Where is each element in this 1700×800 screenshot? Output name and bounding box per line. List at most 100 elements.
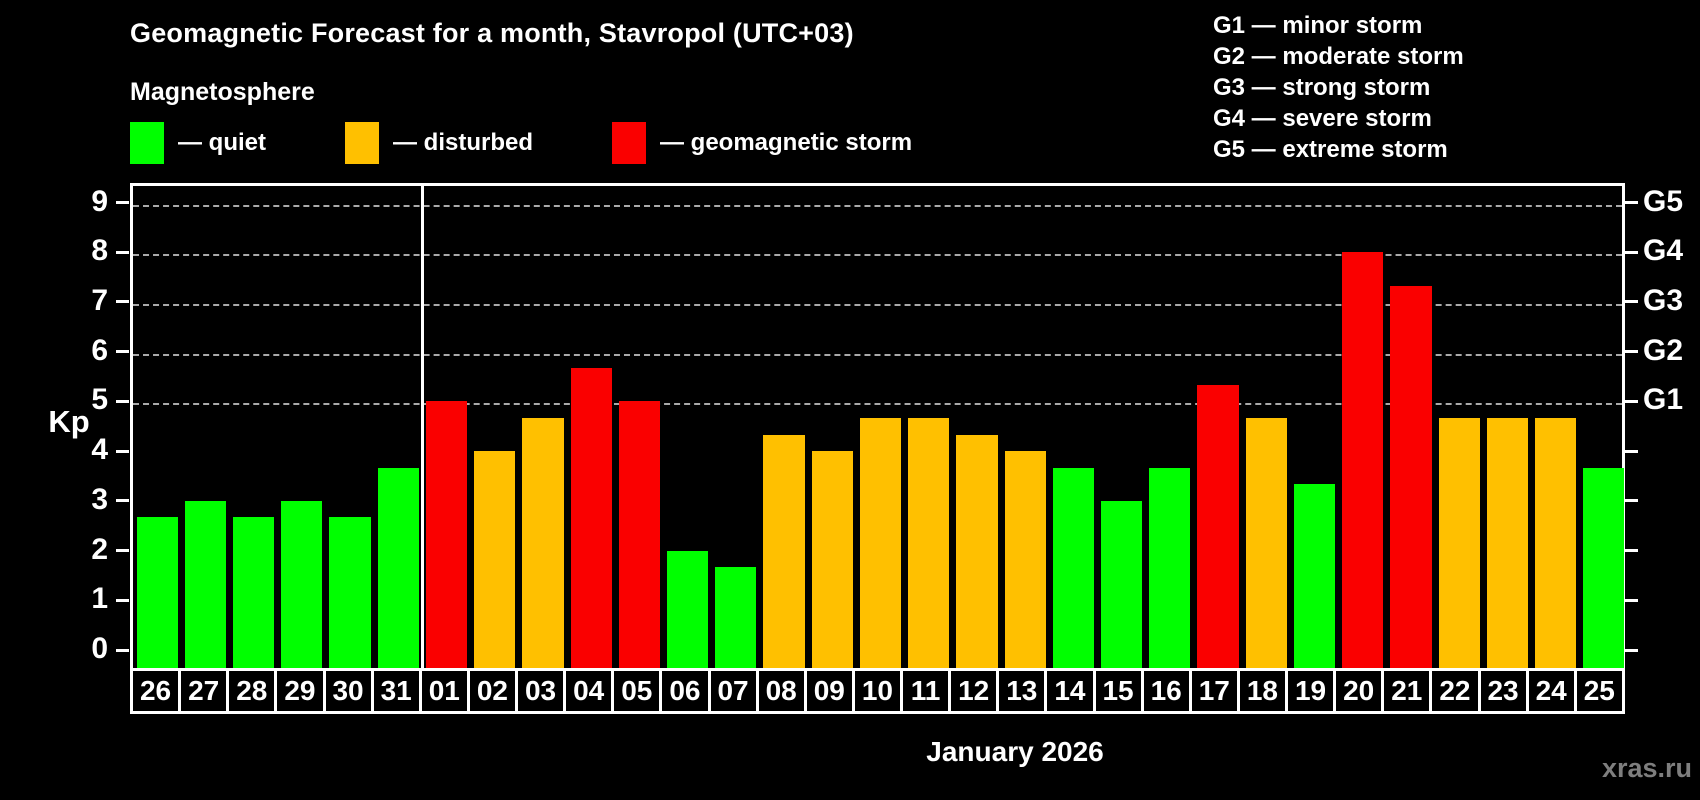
day-label-19: 19: [1285, 668, 1337, 714]
y-tick: [116, 300, 129, 304]
kp-bar-day-24: [1535, 417, 1577, 668]
g1-legend-line: G1 — minor storm: [1213, 12, 1423, 39]
gridline-kp9: [133, 204, 1622, 207]
x-axis-title: January 2026: [926, 736, 1104, 767]
legend-label: — geomagnetic storm: [660, 129, 913, 156]
y-tick-label: 7: [91, 283, 108, 317]
day-label-16: 16: [1140, 668, 1192, 714]
legend-label: — quiet: [178, 129, 266, 156]
quiet-color-swatch: [130, 122, 164, 164]
day-label-27: 27: [178, 668, 230, 714]
gridline-kp5: [133, 403, 1622, 406]
kp-bar-day-18: [1245, 417, 1287, 668]
y-tick-label: 4: [91, 433, 108, 467]
kp-bar-day-25: [1583, 467, 1625, 668]
day-label-30: 30: [322, 668, 374, 714]
x-axis-day-labels: 26 27 28 29 30 31 01 02 03 04 05 06 07 08 09 10 11 12 13 14…: [130, 668, 1625, 714]
day-label-02: 02: [466, 668, 518, 714]
right-tick: [1625, 350, 1638, 354]
y-tick-label: 5: [91, 383, 108, 417]
day-label-22: 22: [1429, 668, 1481, 714]
kp-bar-day-17: [1197, 385, 1239, 668]
legend-item-storm: — geomagnetic storm: [612, 122, 912, 164]
right-tick: [1625, 549, 1638, 553]
day-label-08: 08: [755, 668, 807, 714]
g3-legend-line: G3 — strong storm: [1213, 74, 1431, 101]
day-label-06: 06: [659, 668, 711, 714]
kp-bar-day-23: [1486, 417, 1529, 668]
day-label-25: 25: [1573, 668, 1625, 714]
kp-bar-day-28: [232, 517, 275, 668]
kp-bar-day-07: [715, 566, 757, 668]
g-level-label-g2: G2: [1643, 333, 1684, 367]
y-tick-label: 2: [91, 532, 108, 566]
kp-bar-day-09: [811, 451, 853, 668]
day-label-17: 17: [1188, 668, 1240, 714]
day-label-20: 20: [1333, 668, 1385, 714]
disturbed-color-swatch: [345, 122, 379, 164]
day-label-11: 11: [900, 668, 952, 714]
kp-bar-day-22: [1438, 417, 1480, 668]
day-label-21: 21: [1381, 668, 1433, 714]
kp-bar-day-29: [281, 500, 323, 668]
g4-legend-line: G4 — severe storm: [1213, 105, 1432, 132]
day-label-31: 31: [370, 668, 422, 714]
day-label-18: 18: [1236, 668, 1288, 714]
chart-title: Geomagnetic Forecast for a month, Stavro…: [130, 18, 854, 48]
y-tick-label: 8: [91, 234, 108, 268]
plot-area: [130, 183, 1625, 668]
legend-item-disturbed: — disturbed: [345, 122, 533, 164]
right-tick: [1625, 399, 1638, 403]
legend-label: — disturbed: [393, 129, 534, 156]
kp-bar-day-30: [329, 517, 371, 668]
right-tick: [1625, 598, 1638, 602]
kp-bar-day-15: [1101, 500, 1143, 668]
day-label-15: 15: [1092, 668, 1144, 714]
kp-bar-day-08: [763, 434, 805, 668]
y-tick: [116, 399, 129, 403]
day-label-26: 26: [130, 668, 182, 714]
g-level-label-g5: G5: [1643, 184, 1684, 218]
y-tick: [116, 598, 129, 602]
right-tick: [1625, 449, 1638, 453]
y-tick: [116, 648, 129, 652]
kp-bar-day-04: [570, 368, 612, 668]
y-tick: [116, 549, 129, 553]
day-label-05: 05: [611, 668, 663, 714]
kp-bar-day-16: [1149, 467, 1191, 668]
right-tick: [1625, 250, 1638, 254]
kp-bar-day-05: [618, 401, 660, 668]
day-label-07: 07: [707, 668, 759, 714]
y-tick: [116, 499, 129, 503]
day-label-28: 28: [226, 668, 278, 714]
y-tick-label: 1: [91, 582, 108, 616]
y-tick-label: 0: [91, 632, 108, 665]
kp-bar-day-14: [1052, 467, 1094, 668]
g-level-label-g4: G4: [1643, 234, 1684, 268]
day-label-03: 03: [515, 668, 567, 714]
watermark: xras.ru: [1601, 753, 1692, 783]
kp-bar-day-31: [377, 467, 419, 668]
legend-item-quiet: — quiet: [130, 122, 266, 164]
kp-bar-day-26: [136, 517, 178, 668]
y-tick: [116, 250, 129, 254]
kp-bar-day-10: [859, 417, 902, 668]
day-label-04: 04: [563, 668, 615, 714]
day-label-29: 29: [274, 668, 326, 714]
right-tick: [1625, 499, 1638, 503]
y-tick: [116, 350, 129, 354]
kp-bar-day-01: [425, 401, 468, 668]
g-scale-legend: G1 — minor storm G2 — moderate storm G3 …: [1213, 10, 1464, 165]
y-axis-title: Kp: [48, 404, 90, 439]
right-tick: [1625, 648, 1638, 652]
day-label-01: 01: [418, 668, 470, 714]
kp-bar-day-21: [1390, 285, 1432, 668]
kp-bar-day-12: [956, 434, 998, 668]
kp-bar-day-11: [908, 417, 950, 668]
g5-legend-line: G5 — extreme storm: [1213, 136, 1448, 163]
gridline-kp7: [133, 303, 1622, 306]
day-label-13: 13: [996, 668, 1048, 714]
y-tick-label: 9: [91, 184, 108, 218]
right-tick: [1625, 201, 1638, 205]
day-label-24: 24: [1525, 668, 1577, 714]
